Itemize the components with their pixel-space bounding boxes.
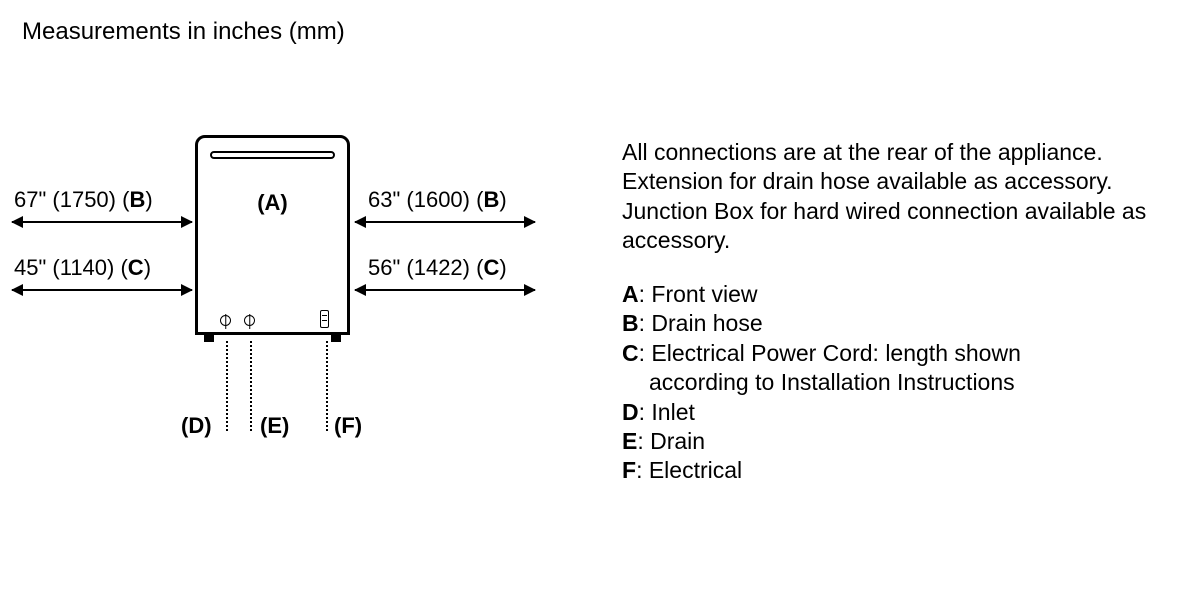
dim-left-c: 45" (1140) (C) bbox=[14, 255, 151, 281]
label-d: (D) bbox=[181, 413, 212, 439]
description-text: All connections are at the rear of the a… bbox=[622, 138, 1177, 256]
arrow-right-b bbox=[355, 221, 535, 223]
label-e: (E) bbox=[260, 413, 289, 439]
arrow-right-c bbox=[355, 289, 535, 291]
legend-d: D: Inlet bbox=[622, 398, 1177, 427]
description-column: All connections are at the rear of the a… bbox=[622, 138, 1177, 486]
legend-c-line2: according to Installation Instructions bbox=[622, 368, 1177, 397]
dim-right-b: 63" (1600) (B) bbox=[368, 187, 507, 213]
arrow-left-b bbox=[12, 221, 192, 223]
page-title: Measurements in inches (mm) bbox=[22, 18, 345, 46]
dotted-line-e bbox=[250, 341, 252, 431]
appliance-foot bbox=[204, 332, 214, 342]
appliance-handle bbox=[210, 151, 335, 159]
appliance-foot bbox=[331, 332, 341, 342]
dotted-line-f bbox=[326, 341, 328, 431]
legend-e: E: Drain bbox=[622, 427, 1177, 456]
legend-b: B: Drain hose bbox=[622, 309, 1177, 338]
legend-c: C: Electrical Power Cord: length shown bbox=[622, 339, 1177, 368]
drain-port-icon bbox=[244, 315, 255, 326]
label-a: (A) bbox=[198, 190, 347, 216]
dim-right-c: 56" (1422) (C) bbox=[368, 255, 507, 281]
arrow-left-c bbox=[12, 289, 192, 291]
inlet-port-icon bbox=[220, 315, 231, 326]
label-f: (F) bbox=[334, 413, 362, 439]
dim-left-b: 67" (1750) (B) bbox=[14, 187, 153, 213]
dotted-line-d bbox=[226, 341, 228, 431]
diagram-area: (A) 67" (1750) (B) 63" (1600) (B) 45" (1… bbox=[10, 135, 570, 485]
legend-f: F: Electrical bbox=[622, 456, 1177, 485]
legend-a: A: Front view bbox=[622, 280, 1177, 309]
